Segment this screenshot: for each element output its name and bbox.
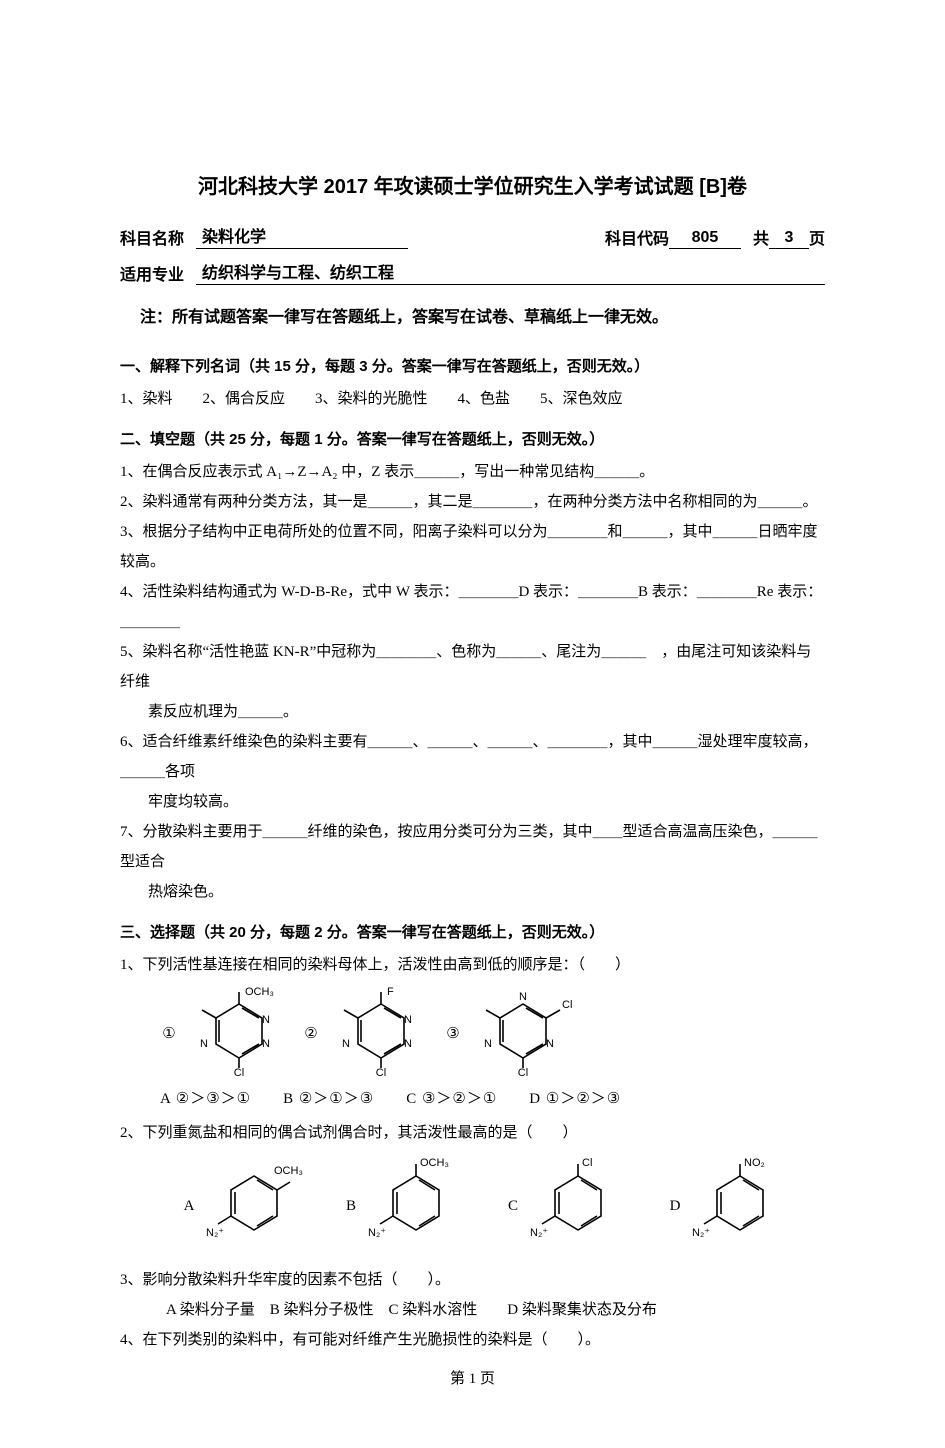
subject-label: 科目名称 bbox=[120, 225, 184, 249]
q3-2-struct-d: D NO₂ N₂⁺ bbox=[666, 1154, 790, 1259]
triazine-icon-2: F N N N Cl bbox=[326, 986, 436, 1081]
svg-text:N₂⁺: N₂⁺ bbox=[206, 1227, 224, 1239]
svg-text:Cl: Cl bbox=[234, 1067, 244, 1076]
svg-text:OCH₃: OCH₃ bbox=[420, 1157, 449, 1169]
q3-1: 1、下列活性基连接在相同的染料母体上，活泼性由高到低的顺序是：（ ） bbox=[120, 950, 825, 980]
meta-row-1: 科目名称 染料化学 科目代码 805 共 3 页 bbox=[120, 223, 825, 249]
pages-value: 3 bbox=[769, 229, 809, 249]
subject-value: 染料化学 bbox=[196, 223, 408, 249]
svg-text:OCH₃: OCH₃ bbox=[274, 1165, 303, 1177]
page-number: 第 1 页 bbox=[0, 1367, 945, 1388]
q3-2-label-c: C bbox=[504, 1198, 522, 1215]
q3-1-struct-3: ③ Cl N N N Cl bbox=[444, 986, 578, 1081]
q3-1-options: A ②＞③＞① B ②＞①＞③ C ③＞②＞① D ①＞②＞③ bbox=[160, 1087, 825, 1108]
q3-2-label-a: A bbox=[180, 1198, 198, 1215]
q3-2-struct-c: C Cl N₂⁺ bbox=[504, 1154, 628, 1259]
q2-2: 2、染料通常有两种分类方法，其一是＿＿＿，其二是＿＿＿＿，在两种分类方法中名称相… bbox=[120, 487, 825, 517]
svg-text:N: N bbox=[546, 1038, 554, 1050]
q2-4: 4、活性染料结构通式为 W-D-B-Re，式中 W 表示：＿＿＿＿D 表示：＿＿… bbox=[120, 577, 825, 637]
q3-1-label-2: ② bbox=[302, 1024, 320, 1043]
major-value: 纺织科学与工程、纺织工程 bbox=[196, 259, 825, 285]
svg-text:F: F bbox=[387, 986, 394, 998]
q2-3: 3、根据分子结构中正电荷所处的位置不同，阳离子染料可以分为＿＿＿＿和＿＿＿，其中… bbox=[120, 517, 825, 577]
triazine-icon-1: OCH₃ N N N Cl bbox=[184, 986, 294, 1081]
exam-page: 河北科技大学 2017 年攻读硕士学位研究生入学考试试题 [B]卷 科目名称 染… bbox=[0, 0, 945, 1448]
svg-text:N: N bbox=[404, 1014, 412, 1026]
page-title: 河北科技大学 2017 年攻读硕士学位研究生入学考试试题 [B]卷 bbox=[120, 170, 825, 199]
svg-text:Cl: Cl bbox=[582, 1157, 592, 1169]
section1-head: 一、解释下列名词（共 15 分，每题 3 分。答案一律写在答题纸上，否则无效。） bbox=[120, 355, 825, 376]
benzene-icon-a: OCH₃ N₂⁺ bbox=[204, 1154, 304, 1259]
q3-1-label-3: ③ bbox=[444, 1024, 462, 1043]
q2-5b: 素反应机理为＿＿＿。 bbox=[120, 697, 825, 727]
benzene-icon-d: NO₂ N₂⁺ bbox=[690, 1154, 790, 1259]
q2-6b: 牢度均较高。 bbox=[120, 787, 825, 817]
code-label: 科目代码 bbox=[605, 225, 669, 249]
triazine-icon-3: Cl N N N Cl bbox=[468, 986, 578, 1081]
q2-7a: 7、分散染料主要用于＿＿＿纤维的染色，按应用分类可分为三类，其中＿＿型适合高温高… bbox=[120, 817, 825, 877]
q2-6a: 6、适合纤维素纤维染色的染料主要有＿＿＿、＿＿＿、＿＿＿、＿＿＿＿，其中＿＿＿湿… bbox=[120, 727, 825, 787]
svg-text:Cl: Cl bbox=[518, 1067, 528, 1076]
q3-1-struct-1: ① OCH₃ N N N Cl bbox=[160, 986, 294, 1081]
svg-text:N: N bbox=[342, 1038, 350, 1050]
svg-text:N: N bbox=[262, 1038, 270, 1050]
svg-text:Cl: Cl bbox=[376, 1067, 386, 1076]
section2-head: 二、填空题（共 25 分，每题 1 分。答案一律写在答题纸上，否则无效。） bbox=[120, 428, 825, 449]
benzene-icon-c: Cl N₂⁺ bbox=[528, 1154, 628, 1259]
svg-text:N: N bbox=[519, 991, 527, 1003]
svg-text:Cl: Cl bbox=[562, 999, 572, 1011]
svg-text:N: N bbox=[484, 1038, 492, 1050]
q3-4: 4、在下列类别的染料中，有可能对纤维产生光脆损性的染料是（ ）。 bbox=[120, 1325, 825, 1355]
major-label: 适用专业 bbox=[120, 261, 184, 285]
pages-suffix: 页 bbox=[809, 225, 825, 249]
svg-text:OCH₃: OCH₃ bbox=[245, 986, 274, 998]
section3-head: 三、选择题（共 20 分，每题 2 分。答案一律写在答题纸上，否则无效。） bbox=[120, 921, 825, 942]
q3-1-label-1: ① bbox=[160, 1024, 178, 1043]
q3-3-options: A 染料分子量 B 染料分子极性 C 染料水溶性 D 染料聚集状态及分布 bbox=[120, 1295, 825, 1325]
svg-text:NO₂: NO₂ bbox=[744, 1157, 765, 1169]
q2-5a: 5、染料名称“活性艳蓝 KN-R”中冠称为＿＿＿＿、色称为＿＿＿、尾注为＿＿＿ … bbox=[120, 637, 825, 697]
q3-2: 2、下列重氮盐和相同的偶合试剂偶合时，其活泼性最高的是（ ） bbox=[120, 1118, 825, 1148]
q2-1: 1、在偶合反应表示式 A₁→Z→A₂ 中，Z 表示＿＿＿，写出一种常见结构＿＿＿… bbox=[120, 457, 825, 487]
q3-2-label-d: D bbox=[666, 1198, 684, 1215]
svg-text:N₂⁺: N₂⁺ bbox=[368, 1227, 386, 1239]
instructions-note: 注：所有试题答案一律写在答题纸上，答案写在试卷、草稿纸上一律无效。 bbox=[140, 303, 825, 327]
q3-2-structures: A OCH₃ N₂⁺ B bbox=[180, 1154, 825, 1259]
svg-text:N: N bbox=[262, 1014, 270, 1026]
svg-text:N₂⁺: N₂⁺ bbox=[530, 1227, 548, 1239]
q3-3: 3、影响分散染料升华牢度的因素不包括（ ）。 bbox=[120, 1265, 825, 1295]
section1-terms: 1、染料 2、偶合反应 3、染料的光脆性 4、色盐 5、深色效应 bbox=[120, 384, 825, 414]
svg-text:N₂⁺: N₂⁺ bbox=[692, 1227, 710, 1239]
q3-2-label-b: B bbox=[342, 1198, 360, 1215]
q3-1-struct-2: ② F N N N Cl bbox=[302, 986, 436, 1081]
svg-text:N: N bbox=[200, 1038, 208, 1050]
q3-2-struct-a: A OCH₃ N₂⁺ bbox=[180, 1154, 304, 1259]
q3-2-struct-b: B OCH₃ N₂⁺ bbox=[342, 1154, 466, 1259]
q3-1-structures: ① OCH₃ N N N Cl bbox=[160, 986, 825, 1081]
pages-prefix: 共 bbox=[753, 225, 769, 249]
svg-text:N: N bbox=[404, 1038, 412, 1050]
benzene-icon-b: OCH₃ N₂⁺ bbox=[366, 1154, 466, 1259]
q2-7b: 热熔染色。 bbox=[120, 877, 825, 907]
code-value: 805 bbox=[669, 229, 741, 249]
meta-row-2: 适用专业 纺织科学与工程、纺织工程 bbox=[120, 259, 825, 285]
